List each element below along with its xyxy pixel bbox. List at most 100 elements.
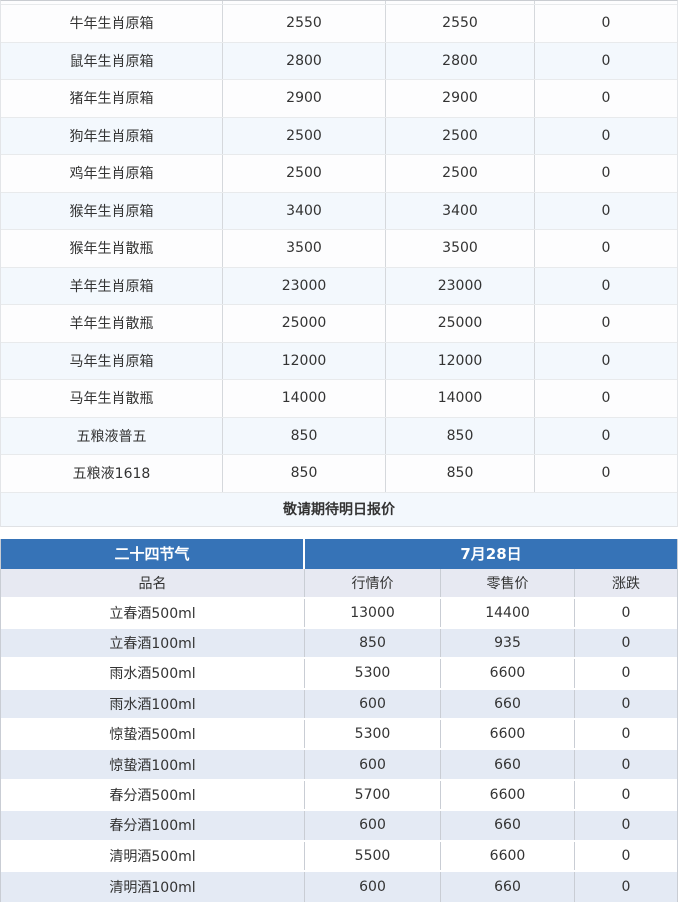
price-change-cell: 0 — [575, 720, 677, 748]
price-row: 猴年生肖原箱 3400 3400 0 — [1, 193, 677, 231]
next-day-quote-notice: 敬请期待明日报价 — [1, 493, 677, 527]
column-header-retail-price: 零售价 — [441, 569, 575, 597]
price-row: 鼠年生肖原箱 2800 2800 0 — [1, 43, 677, 81]
column-header-product: 品名 — [1, 569, 305, 597]
product-name-cell: 马年生肖散瓶 — [1, 380, 223, 417]
solar-terms-table-header: 二十四节气 7月28日 — [1, 539, 677, 569]
retail-price-cell: 660 — [441, 811, 575, 839]
retail-price-cell: 3400 — [386, 193, 535, 230]
market-price-cell: 2900 — [223, 80, 386, 117]
retail-price-cell: 660 — [441, 690, 575, 718]
price-row: 清明酒500ml 5500 6600 0 — [1, 842, 677, 872]
price-row: 羊年生肖散瓶 25000 25000 0 — [1, 305, 677, 343]
price-change-cell: 0 — [535, 80, 677, 117]
price-row: 马年生肖散瓶 14000 14000 0 — [1, 380, 677, 418]
market-price-cell: 600 — [305, 811, 441, 839]
retail-price-cell: 12000 — [386, 343, 535, 380]
price-change-cell: 0 — [575, 659, 677, 687]
market-price-cell: 13000 — [305, 599, 441, 627]
retail-price-cell: 6600 — [441, 781, 575, 809]
retail-price-cell: 935 — [441, 629, 575, 657]
price-row: 马年生肖原箱 12000 12000 0 — [1, 343, 677, 381]
product-name-cell: 狗年生肖原箱 — [1, 118, 223, 155]
product-name-cell: 鸡年生肖原箱 — [1, 155, 223, 192]
price-row: 雨水酒100ml 600 660 0 — [1, 690, 677, 720]
product-name-cell: 五粮液普五 — [1, 418, 223, 455]
price-change-cell: 0 — [575, 872, 677, 902]
retail-price-cell: 6600 — [441, 842, 575, 870]
retail-price-cell: 23000 — [386, 268, 535, 305]
retail-price-cell: 25000 — [386, 305, 535, 342]
price-row: 五粮液1618 850 850 0 — [1, 455, 677, 493]
product-name-cell: 羊年生肖散瓶 — [1, 305, 223, 342]
price-change-cell: 0 — [535, 455, 677, 492]
product-name-cell: 猪年生肖原箱 — [1, 80, 223, 117]
column-header-market-price: 行情价 — [305, 569, 441, 597]
retail-price-cell: 660 — [441, 750, 575, 778]
retail-price-cell: 3500 — [386, 230, 535, 267]
market-price-cell: 850 — [305, 629, 441, 657]
retail-price-cell: 14000 — [386, 380, 535, 417]
market-price-cell: 600 — [305, 750, 441, 778]
price-row: 雨水酒500ml 5300 6600 0 — [1, 659, 677, 689]
price-change-cell: 0 — [575, 781, 677, 809]
price-row: 春分酒500ml 5700 6600 0 — [1, 781, 677, 811]
price-change-cell: 0 — [575, 690, 677, 718]
retail-price-cell: 2550 — [386, 5, 535, 42]
product-name-cell: 春分酒500ml — [1, 781, 305, 809]
product-name-cell: 清明酒100ml — [1, 872, 305, 902]
market-price-cell: 23000 — [223, 268, 386, 305]
retail-price-cell: 6600 — [441, 659, 575, 687]
price-change-cell: 0 — [535, 380, 677, 417]
column-header-row: 品名 行情价 零售价 涨跌 — [1, 569, 677, 599]
market-price-cell: 5500 — [305, 842, 441, 870]
market-price-cell: 3500 — [223, 230, 386, 267]
product-name-cell: 猴年生肖原箱 — [1, 193, 223, 230]
price-row: 立春酒100ml 850 935 0 — [1, 629, 677, 659]
zodiac-liquor-price-table: 牛年生肖原箱 2550 2550 0 鼠年生肖原箱 2800 2800 0 猪年… — [0, 0, 678, 527]
market-price-cell: 850 — [223, 455, 386, 492]
price-change-cell: 0 — [575, 629, 677, 657]
table-date: 7月28日 — [305, 539, 677, 569]
retail-price-cell: 850 — [386, 455, 535, 492]
product-name-cell: 清明酒500ml — [1, 842, 305, 870]
price-change-cell: 0 — [535, 268, 677, 305]
price-row: 清明酒100ml 600 660 0 — [1, 872, 677, 902]
price-row: 春分酒100ml 600 660 0 — [1, 811, 677, 841]
market-price-cell: 850 — [223, 418, 386, 455]
retail-price-cell: 2800 — [386, 43, 535, 80]
price-row: 猪年生肖原箱 2900 2900 0 — [1, 80, 677, 118]
product-name-cell: 猴年生肖散瓶 — [1, 230, 223, 267]
zodiac-table-body: 牛年生肖原箱 2550 2550 0 鼠年生肖原箱 2800 2800 0 猪年… — [1, 5, 677, 493]
retail-price-cell: 2500 — [386, 155, 535, 192]
column-header-change: 涨跌 — [575, 569, 677, 597]
market-price-cell: 2800 — [223, 43, 386, 80]
market-price-cell: 2500 — [223, 155, 386, 192]
price-change-cell: 0 — [535, 5, 677, 42]
price-row: 猴年生肖散瓶 3500 3500 0 — [1, 230, 677, 268]
retail-price-cell: 2900 — [386, 80, 535, 117]
market-price-cell: 5300 — [305, 720, 441, 748]
solar-terms-price-table: 二十四节气 7月28日 品名 行情价 零售价 涨跌 立春酒500ml 13000… — [0, 539, 678, 902]
market-price-cell: 2500 — [223, 118, 386, 155]
price-change-cell: 0 — [575, 811, 677, 839]
table-gap — [0, 527, 678, 539]
product-name-cell: 雨水酒100ml — [1, 690, 305, 718]
product-name-cell: 惊蛰酒500ml — [1, 720, 305, 748]
market-price-cell: 25000 — [223, 305, 386, 342]
product-name-cell: 雨水酒500ml — [1, 659, 305, 687]
price-row: 惊蛰酒500ml 5300 6600 0 — [1, 720, 677, 750]
product-name-cell: 五粮液1618 — [1, 455, 223, 492]
product-name-cell: 牛年生肖原箱 — [1, 5, 223, 42]
market-price-cell: 5300 — [305, 659, 441, 687]
price-row: 惊蛰酒100ml 600 660 0 — [1, 750, 677, 780]
price-row: 鸡年生肖原箱 2500 2500 0 — [1, 155, 677, 193]
product-name-cell: 鼠年生肖原箱 — [1, 43, 223, 80]
retail-price-cell: 850 — [386, 418, 535, 455]
market-price-cell: 5700 — [305, 781, 441, 809]
product-name-cell: 羊年生肖原箱 — [1, 268, 223, 305]
price-row: 立春酒500ml 13000 14400 0 — [1, 599, 677, 629]
price-change-cell: 0 — [535, 418, 677, 455]
market-price-cell: 600 — [305, 872, 441, 902]
price-change-cell: 0 — [575, 842, 677, 870]
